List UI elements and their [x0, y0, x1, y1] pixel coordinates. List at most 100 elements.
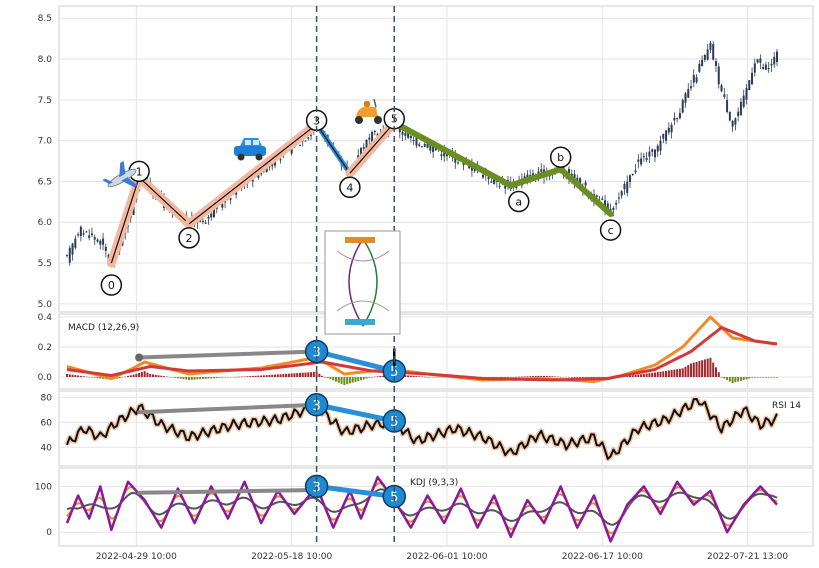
y-tick-label: 6.0 [38, 218, 53, 228]
macd-histogram-bar [562, 377, 565, 378]
macd-histogram-bar [351, 377, 354, 383]
macd-histogram-bar [567, 377, 570, 378]
macd-histogram-bar [215, 377, 218, 379]
macd-histogram-bar [579, 377, 582, 379]
candle-body [706, 49, 709, 60]
macd-histogram-bar [531, 376, 534, 377]
candle-body [717, 66, 720, 85]
macd-histogram-bar [335, 377, 338, 382]
candle-body [85, 231, 88, 233]
candle-body [362, 147, 365, 149]
macd-histogram-bar [359, 377, 362, 381]
macd-histogram-bar [737, 377, 740, 382]
macd-histogram-bar [218, 377, 221, 378]
macd-y-ticks: 0.0 0.2 0.4 [38, 313, 53, 383]
candle-body [731, 120, 734, 127]
candle-body [773, 56, 776, 65]
macd-histogram-bar [651, 372, 654, 377]
macd-histogram-bar [706, 358, 709, 377]
macd-histogram-bar [354, 377, 357, 382]
macd-histogram-bar [714, 367, 717, 377]
macd-histogram-bar [185, 377, 188, 380]
macd-histogram-bar [66, 374, 68, 377]
wave-label: c [608, 224, 614, 237]
macd-histogram-bar [676, 369, 679, 377]
macd-histogram-bar [659, 371, 662, 377]
wave-label: 4 [346, 181, 353, 194]
candle-body [584, 182, 587, 186]
candle-body [102, 238, 105, 245]
macd-histogram-bar [703, 359, 706, 377]
candle-body [726, 100, 729, 112]
y-tick-label: 100 [35, 482, 52, 492]
macd-histogram-bar [434, 377, 437, 378]
y-tick-label: 80 [41, 393, 53, 403]
macd-histogram-bar [196, 377, 199, 380]
macd-histogram-bar [673, 369, 676, 377]
macd-histogram-bar [692, 362, 695, 377]
macd-histogram-bar [229, 377, 232, 378]
macd-histogram-bar [717, 372, 720, 377]
macd-histogram-bar [246, 376, 249, 377]
candle-body [409, 135, 412, 139]
macd-histogram-bar [687, 365, 690, 377]
candle-body [82, 233, 85, 235]
candle-body [714, 61, 717, 66]
macd-histogram-bar [143, 371, 146, 377]
divergence-line [137, 488, 319, 495]
macd-histogram-bar [221, 377, 224, 378]
macd-histogram-bar [709, 357, 712, 377]
macd-histogram-bar [504, 377, 507, 378]
y-tick-label: 0.0 [38, 373, 53, 383]
macd-histogram-bar [321, 375, 324, 377]
macd-histogram-bar [551, 376, 554, 377]
macd-histogram-bar [667, 370, 670, 377]
wave-label-circle [100, 274, 123, 296]
macd-histogram-bar [93, 377, 96, 378]
macd-histogram-bar [629, 375, 632, 377]
macd-histogram-bar [346, 377, 349, 385]
wave-3-5-line [314, 402, 397, 424]
macd-histogram-bar [681, 368, 684, 377]
macd-histogram-bar [312, 372, 315, 377]
macd-histogram-bar [201, 377, 204, 380]
y-tick-label: 8.5 [38, 14, 52, 24]
macd-histogram-bar [357, 377, 360, 381]
x-tick-label: 2022-05-18 10:00 [251, 552, 332, 562]
macd-histogram-bar [421, 376, 423, 378]
candle-body [776, 51, 778, 63]
macd-histogram-bar [409, 375, 412, 377]
macd-histogram-bar [371, 377, 374, 378]
macd-histogram-bar [90, 377, 93, 378]
macd-histogram-bar [678, 368, 681, 377]
candle-body [681, 100, 684, 113]
divergence-line [137, 402, 319, 415]
y-tick-label: 0.4 [38, 313, 53, 323]
divergence-line [137, 349, 319, 360]
macd-histogram-bar [656, 372, 659, 377]
divergence-dot [135, 353, 144, 362]
signal-line [66, 326, 778, 382]
elliott-waves: 012345abc [100, 107, 622, 296]
candle-body [703, 54, 706, 60]
macd-histogram-bar [501, 377, 504, 378]
candle-body [648, 151, 651, 157]
macd-histogram-bar [132, 374, 135, 377]
candle-body [742, 95, 745, 107]
macd-histogram-bar [174, 377, 177, 378]
y-tick-label: 40 [41, 443, 53, 453]
candle-body [748, 80, 751, 91]
candle-body [670, 124, 673, 133]
y-tick-label: 7.0 [38, 137, 53, 147]
macd-histogram-bar [701, 360, 704, 377]
macd-histogram-bar [723, 377, 726, 379]
macd-histogram-bar [243, 376, 246, 377]
candle-body [359, 148, 362, 158]
macd-panel-frame [58, 313, 814, 390]
airplane-icon [102, 160, 138, 188]
wave-label: 5 [390, 365, 398, 380]
candle-body [634, 170, 637, 173]
candle-body [739, 101, 742, 116]
macd-histogram-bar [756, 377, 759, 378]
